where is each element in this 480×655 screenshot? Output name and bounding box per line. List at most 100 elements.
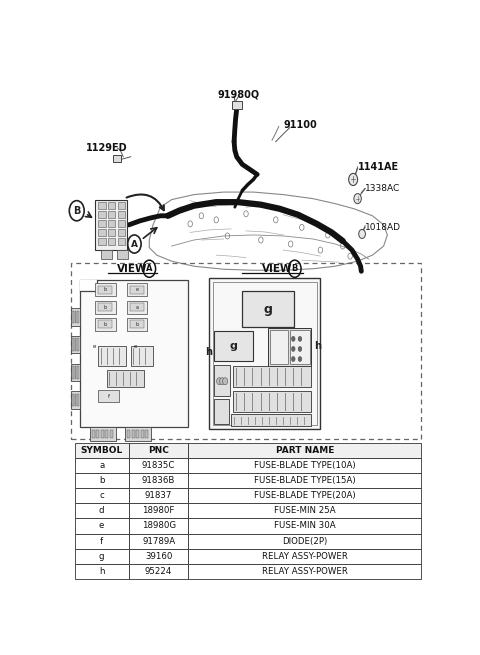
Bar <box>106 430 108 438</box>
Text: b: b <box>104 305 107 310</box>
Bar <box>108 238 115 245</box>
Bar <box>81 280 188 426</box>
Text: e: e <box>135 288 139 292</box>
Text: FUSE-BLADE TYPE(20A): FUSE-BLADE TYPE(20A) <box>254 491 356 500</box>
Text: e: e <box>99 521 104 531</box>
Bar <box>98 229 106 236</box>
Text: b: b <box>99 476 105 485</box>
Bar <box>127 318 147 331</box>
Bar <box>101 430 104 438</box>
Bar <box>96 318 116 331</box>
Text: 91100: 91100 <box>283 120 317 130</box>
Text: FUSE-MIN 25A: FUSE-MIN 25A <box>274 506 336 515</box>
Bar <box>214 399 228 424</box>
Bar <box>188 518 421 534</box>
Bar <box>98 238 106 245</box>
Text: DIODE(2P): DIODE(2P) <box>282 536 327 546</box>
Bar <box>72 394 74 406</box>
Bar <box>118 238 125 245</box>
Bar <box>118 211 125 218</box>
Bar <box>290 330 310 364</box>
Bar <box>130 303 144 311</box>
Text: 95224: 95224 <box>145 567 172 576</box>
Text: e: e <box>134 345 137 349</box>
Bar <box>129 458 188 473</box>
Bar <box>145 430 148 438</box>
Bar <box>74 394 76 406</box>
Bar <box>188 458 421 473</box>
Bar <box>108 220 115 227</box>
Bar <box>125 426 151 441</box>
Text: 1018AD: 1018AD <box>365 223 401 232</box>
Bar <box>130 320 144 328</box>
Bar <box>108 202 115 209</box>
Text: g: g <box>230 341 238 351</box>
Bar <box>75 503 129 518</box>
Bar <box>98 211 106 218</box>
Text: 39160: 39160 <box>145 552 172 561</box>
Bar <box>96 301 116 314</box>
Text: f: f <box>100 536 103 546</box>
Bar <box>75 534 129 549</box>
Bar <box>92 430 95 438</box>
Text: d: d <box>99 506 105 515</box>
Bar <box>188 443 421 458</box>
Bar <box>188 503 421 518</box>
Circle shape <box>298 336 302 341</box>
Bar <box>130 286 144 294</box>
Text: 91836B: 91836B <box>142 476 175 485</box>
Text: a: a <box>99 461 104 470</box>
Bar <box>72 366 74 379</box>
Bar <box>71 308 81 326</box>
Text: e: e <box>93 345 96 349</box>
Bar <box>90 426 116 441</box>
Text: PNC: PNC <box>148 446 169 455</box>
Bar <box>129 443 188 458</box>
Text: B: B <box>291 264 298 273</box>
Bar <box>129 503 188 518</box>
Bar <box>98 320 112 328</box>
Bar <box>75 458 129 473</box>
Bar <box>188 564 421 579</box>
Bar <box>129 564 188 579</box>
Bar <box>215 331 253 361</box>
Bar <box>127 430 130 438</box>
Bar <box>233 391 311 413</box>
Bar <box>268 328 311 366</box>
Bar <box>96 200 127 250</box>
Bar <box>110 430 113 438</box>
Bar <box>71 336 81 354</box>
Bar <box>74 339 76 351</box>
Bar <box>98 346 126 366</box>
Text: 91789A: 91789A <box>142 536 175 546</box>
Text: B: B <box>73 206 81 215</box>
Bar <box>72 310 74 323</box>
Bar <box>232 101 242 109</box>
Text: 1338AC: 1338AC <box>365 184 400 193</box>
Bar <box>75 518 129 534</box>
Text: b: b <box>135 322 139 327</box>
Bar <box>81 280 97 291</box>
Bar <box>118 220 125 227</box>
Bar <box>117 250 128 259</box>
Text: RELAY ASSY-POWER: RELAY ASSY-POWER <box>262 567 348 576</box>
Bar <box>270 330 288 364</box>
Bar <box>127 301 147 314</box>
Text: FUSE-MIN 30A: FUSE-MIN 30A <box>274 521 336 531</box>
Bar <box>132 430 135 438</box>
Text: FUSE-BLADE TYPE(10A): FUSE-BLADE TYPE(10A) <box>254 461 356 470</box>
Bar <box>77 394 79 406</box>
Bar <box>188 473 421 488</box>
Bar <box>108 211 115 218</box>
Bar <box>77 339 79 351</box>
Bar <box>72 339 74 351</box>
Bar <box>233 366 311 387</box>
Text: 91980Q: 91980Q <box>217 90 260 100</box>
Bar <box>129 473 188 488</box>
Bar <box>98 286 112 294</box>
Bar <box>71 263 421 440</box>
Bar <box>96 430 99 438</box>
Circle shape <box>223 378 228 384</box>
Bar <box>107 369 144 387</box>
FancyArrowPatch shape <box>127 195 164 210</box>
